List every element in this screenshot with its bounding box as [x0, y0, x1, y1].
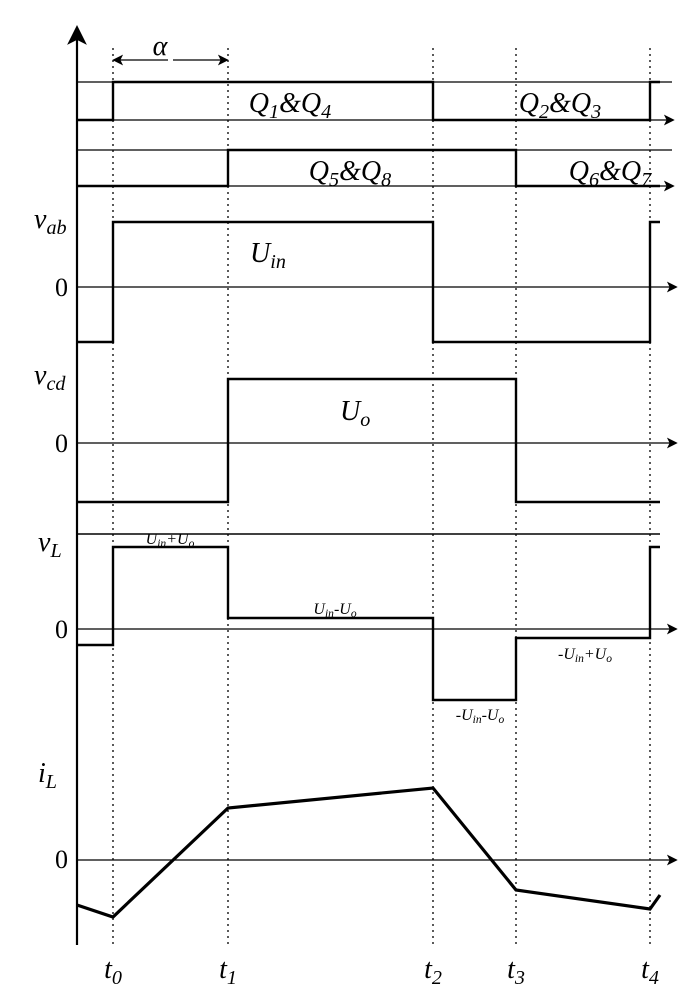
row-iL: iL 0	[38, 758, 675, 917]
label-Uin+Uo: Uin+Uo	[146, 531, 195, 550]
iL-axis-label: iL	[38, 758, 57, 793]
vL-zero: 0	[55, 615, 68, 644]
vab-value-label: Uin	[250, 238, 286, 273]
label-t2: t2	[424, 954, 442, 989]
q14-label: Q1&Q4	[249, 88, 331, 123]
label--Uin+Uo: -Uin+Uo	[558, 646, 612, 665]
vcd-value-label: Uo	[340, 396, 370, 431]
vL-axis-label: vL	[38, 527, 62, 562]
label-t4: t4	[641, 954, 659, 989]
vcd-zero: 0	[55, 429, 68, 458]
row-vL: vL 0 Uin+Uo Uin-Uo -Uin-Uo -Uin+Uo	[38, 527, 675, 726]
vcd-axis-label: vcd	[34, 360, 66, 395]
row-vcd: vcd 0 Uo	[34, 360, 675, 502]
timing-diagram: α Q1&Q4 Q2&Q3 Q5&Q8 Q6&Q7 vab	[0, 0, 695, 1000]
q23-label: Q2&Q3	[519, 88, 601, 123]
label-t0: t0	[104, 954, 122, 989]
alpha-span: α	[115, 31, 226, 62]
iL-zero: 0	[55, 845, 68, 874]
vab-zero: 0	[55, 273, 68, 302]
label--Uin-Uo: -Uin-Uo	[456, 707, 505, 726]
label-t1: t1	[219, 954, 237, 989]
q67-label: Q6&Q7	[569, 156, 652, 191]
time-axis-labels: t0 t1 t2 t3 t4	[104, 954, 659, 989]
q58-label: Q5&Q8	[309, 156, 391, 191]
alpha-label: α	[153, 31, 169, 62]
label-t3: t3	[507, 954, 525, 989]
vab-axis-label: vab	[34, 204, 67, 239]
row-q58-q67: Q5&Q8 Q6&Q7	[77, 150, 672, 191]
row-vab: vab 0 Uin	[34, 204, 675, 342]
row-q14-q23: Q1&Q4 Q2&Q3	[77, 82, 672, 123]
label-Uin-Uo: Uin-Uo	[313, 601, 356, 620]
